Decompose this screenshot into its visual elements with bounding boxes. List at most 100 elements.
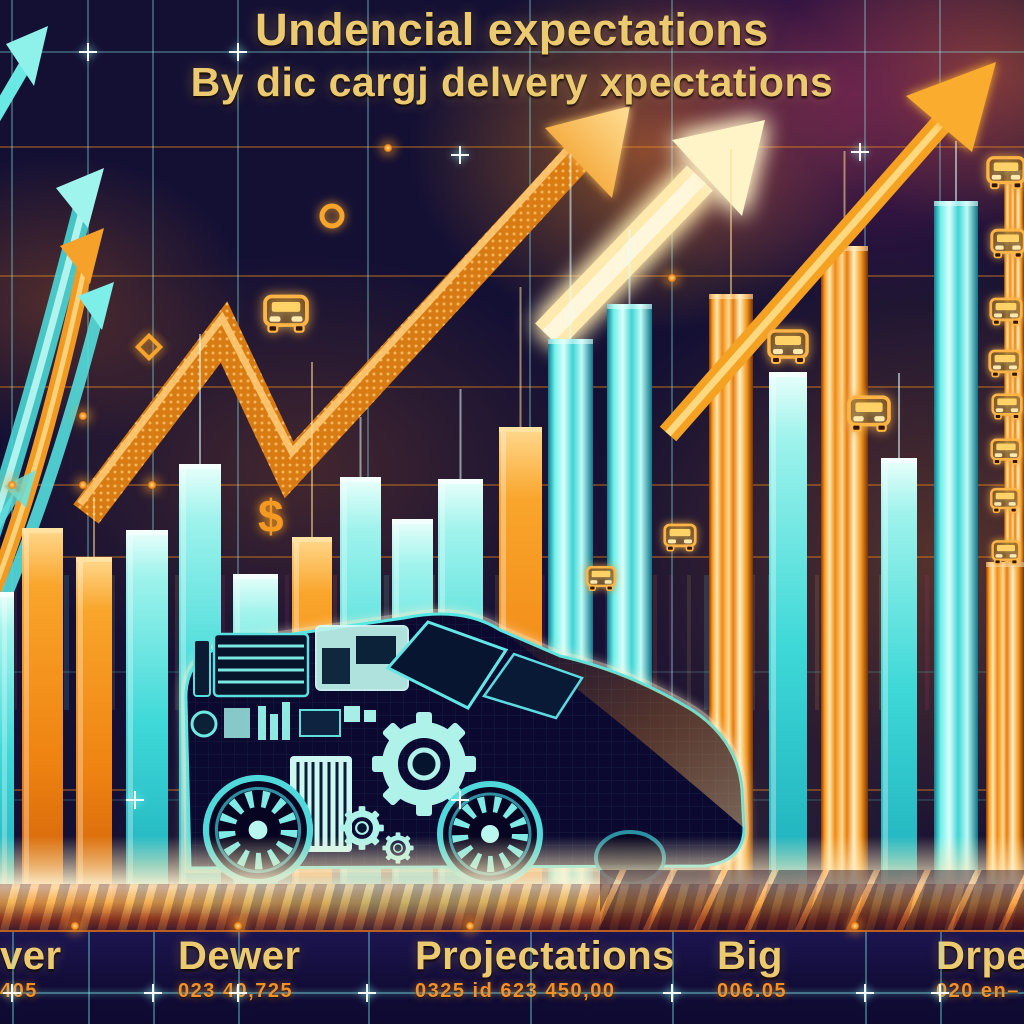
grid-vline-segment	[153, 932, 155, 1024]
van-slatted-window	[212, 632, 310, 698]
bar	[934, 201, 978, 913]
grid-vline-segment	[368, 932, 370, 1024]
bar-wick	[311, 362, 313, 537]
van-panel-glyph	[344, 706, 360, 722]
car-icon	[263, 294, 309, 334]
axis-label-value: 006.05	[717, 980, 788, 1002]
bar-wick	[730, 149, 732, 294]
bar-wick	[898, 373, 900, 458]
right-arrowhead-icon	[906, 62, 996, 152]
delivery-van	[180, 609, 750, 884]
cyan-arrow-tail-edge	[0, 489, 22, 529]
grid-vline-segment	[88, 932, 90, 1024]
grid-hline	[0, 992, 1024, 994]
orange-arrowhead-icon	[60, 228, 104, 284]
axis-label-value: 0325 id 623 450,00	[415, 980, 616, 1002]
diamond-icon	[134, 332, 164, 362]
bar-highlight	[24, 533, 29, 900]
bar-wick	[459, 389, 462, 479]
bar-wick	[93, 497, 95, 557]
bar-cap	[179, 464, 221, 469]
car-icon	[986, 156, 1024, 190]
trend-zigzag-arrow	[73, 106, 765, 524]
van-panel-glyph	[224, 708, 250, 738]
dollar-icon: $	[258, 490, 284, 542]
van-reflection	[110, 876, 670, 934]
axis-label: Big 006.05	[717, 934, 787, 1003]
cyan-arrowhead-icon	[78, 282, 114, 330]
right-rising-arrow	[659, 62, 996, 442]
car-icon	[989, 297, 1023, 327]
van-panel-circle-glyph	[190, 710, 218, 738]
glowing-ground	[0, 836, 1024, 934]
bar-wick	[843, 151, 846, 246]
title-line-1: Undencial expectations	[255, 4, 769, 55]
bar-cap	[392, 519, 433, 524]
cyan-arrow-tail-top	[0, 60, 32, 122]
van-windshield	[385, 620, 509, 710]
bar-cap	[986, 562, 1024, 567]
bar-highlight	[128, 535, 133, 900]
car-icon	[991, 540, 1021, 566]
bar-wick	[569, 154, 572, 339]
cyan-arrow-tail-small	[0, 304, 106, 599]
bar-cap	[22, 528, 63, 533]
axis-label: Projectations 0325 id 623 450,00	[415, 934, 675, 1003]
bar-cap	[709, 294, 753, 299]
page-title: Undencial expectations By dic cargj delv…	[191, 4, 834, 106]
grid-vline-segment	[238, 932, 240, 1024]
bar-wick	[359, 417, 362, 477]
trend-arrowhead-icon	[545, 106, 630, 198]
bar-wick	[199, 334, 201, 464]
title-line-2: By dic cargj delvery xpectations	[190, 59, 834, 105]
bar-cap	[126, 530, 168, 535]
car-icon	[586, 565, 616, 592]
car-icon	[663, 523, 697, 552]
axis-label-name: Dewer	[178, 934, 301, 978]
bar-wick	[955, 141, 957, 201]
zigzag-highlight	[77, 135, 581, 507]
car-icon	[990, 438, 1022, 466]
bar-highlight	[78, 562, 83, 900]
bright-arrow-core	[542, 172, 706, 342]
axis-label: ver 405	[0, 934, 62, 1003]
right-arrow-core	[665, 113, 951, 437]
bar-cap	[769, 372, 807, 377]
orange-arrow-tail-core	[0, 251, 91, 582]
bar-cap	[499, 427, 542, 432]
rising-arrows-group	[0, 26, 114, 599]
bar-cap	[292, 537, 332, 542]
car-icon	[991, 393, 1023, 421]
bar-cap	[881, 458, 917, 463]
grid-vline-segment	[12, 932, 14, 1024]
bar-cap	[76, 557, 112, 562]
bar-highlight	[883, 463, 888, 900]
bar-cap	[233, 574, 278, 579]
ring-icon	[319, 203, 345, 229]
bar	[0, 592, 14, 913]
grid-vline-segment	[530, 932, 532, 1024]
cyan-arrowhead-icon	[56, 168, 104, 228]
bar-wick	[628, 229, 631, 304]
axis-label-name: ver	[0, 934, 62, 978]
axis-label-name: Big	[717, 934, 783, 978]
van-panel-glyph	[299, 709, 341, 737]
bar-cap	[340, 477, 381, 482]
van-equalizer-bar	[270, 714, 278, 740]
bar-highlight	[771, 377, 776, 900]
car-icon	[990, 228, 1024, 259]
van-panel-glyph	[364, 710, 376, 722]
grid-vline-segment	[672, 932, 674, 1024]
bar	[769, 372, 807, 913]
van-hood-sheen	[500, 630, 744, 828]
van-equalizer-bar	[282, 702, 290, 740]
axis-label-strip: ver 405 Dewer 023 40,725 Projectations 0…	[0, 930, 1024, 1024]
bar-cap	[0, 592, 14, 597]
decorative-icons	[134, 156, 1024, 592]
van-equalizer-bar	[258, 706, 266, 740]
grid-vline-segment	[865, 932, 867, 1024]
bar	[821, 246, 868, 913]
axis-label-name: Drpe	[936, 934, 1024, 978]
bar-highlight	[2, 597, 7, 900]
